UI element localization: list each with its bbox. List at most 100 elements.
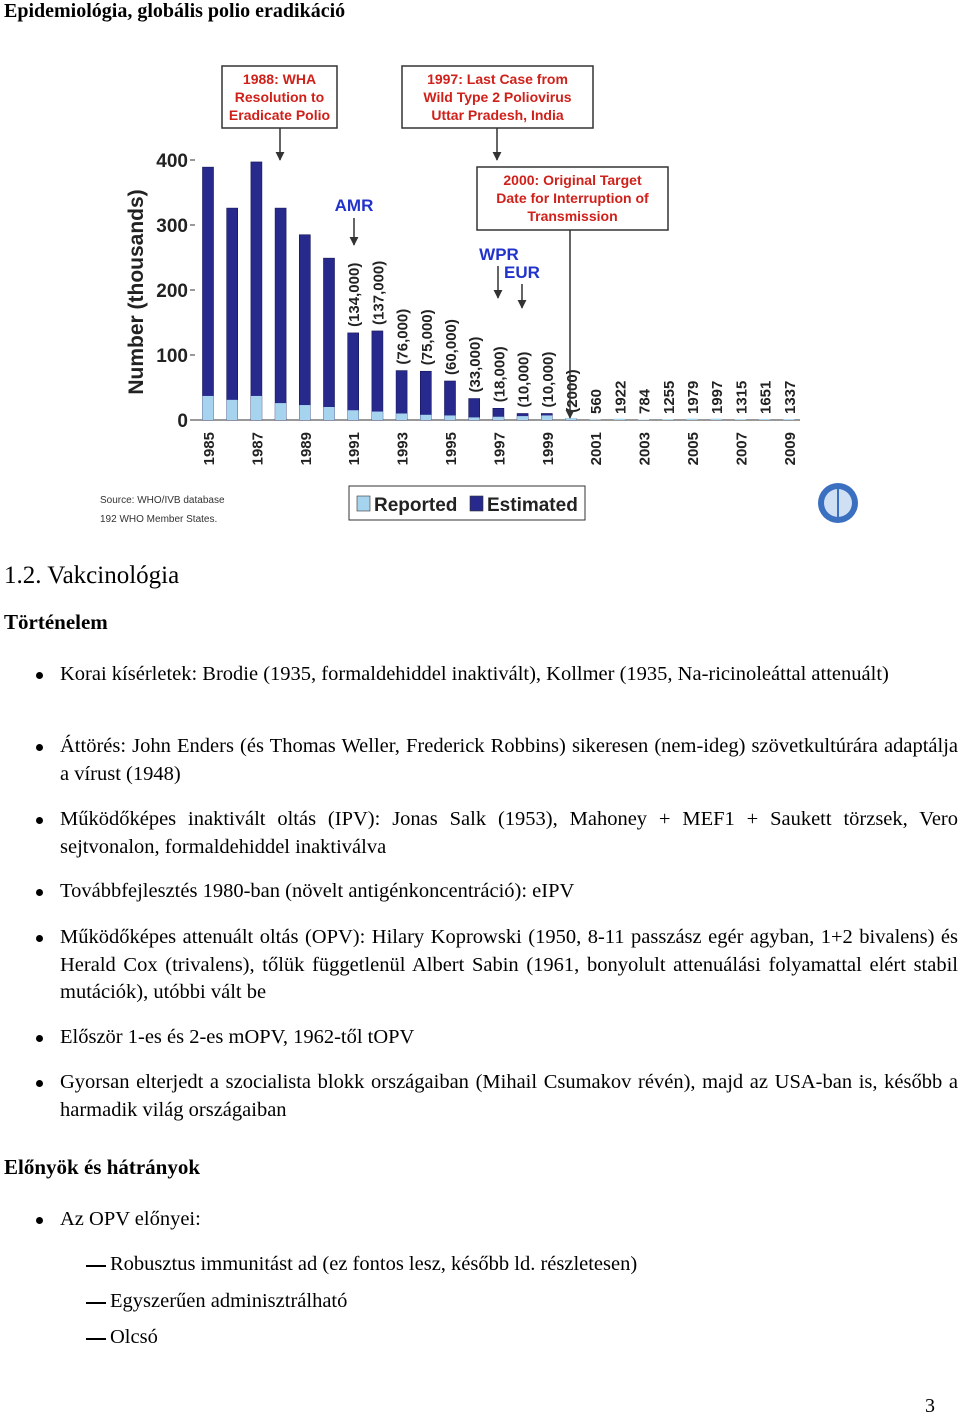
legend-label: Estimated	[487, 495, 578, 516]
annotation-text: EUR	[504, 263, 540, 282]
bar	[662, 419, 674, 420]
list-item: Először 1-es és 2-es mOPV, 1962-től tOPV	[60, 1026, 415, 1048]
bar	[444, 415, 456, 420]
bar	[420, 414, 432, 420]
sub-item: Olcsó	[110, 1326, 158, 1348]
legend-swatch	[356, 495, 371, 512]
value-label: (137,000)	[370, 261, 387, 325]
value-label: 1997	[709, 381, 726, 414]
source-note: 192 WHO Member States.	[100, 514, 217, 525]
bullet	[36, 744, 43, 751]
value-label: 1315	[733, 381, 750, 414]
bar	[347, 410, 359, 420]
y-tick-label: 300	[156, 216, 188, 237]
bar	[298, 234, 311, 421]
legend-swatch	[469, 495, 484, 512]
bar	[347, 332, 360, 421]
bullet	[36, 1035, 43, 1042]
bar	[299, 405, 311, 420]
x-tick-label: 2009	[782, 432, 799, 465]
value-label: 560	[588, 389, 605, 414]
list-item: Továbbfejlesztés 1980-ban (növelt antigé…	[60, 880, 575, 902]
list-item: Gyorsan elterjedt a szocialista blokk or…	[60, 1071, 958, 1121]
annotation-text: Uttar Pradesh, India	[431, 107, 563, 123]
y-tick-label: 100	[156, 346, 188, 367]
annotation-text: Date for Interruption of	[496, 190, 649, 206]
y-axis-label: Number (thousands)	[125, 189, 148, 394]
annotation-text: 1997: Last Case from	[427, 71, 568, 87]
y-tick-label: 200	[156, 281, 188, 302]
dash	[86, 1265, 106, 1267]
sub-item: Egyszerűen adminisztrálható	[110, 1290, 348, 1312]
bar	[783, 419, 795, 420]
subsection-title: Történelem	[4, 610, 108, 634]
x-tick-label: 2001	[588, 432, 605, 465]
x-tick-label: 1995	[443, 432, 460, 465]
value-label: 1651	[758, 381, 775, 414]
value-label: 784	[637, 388, 654, 414]
bar	[226, 207, 238, 421]
source-note: Source: WHO/IVB database	[100, 495, 225, 506]
bar	[613, 418, 625, 420]
legend: Reported Estimated	[348, 485, 586, 521]
annotation: AMR	[335, 196, 373, 246]
dash	[86, 1338, 106, 1340]
bullet	[36, 889, 43, 896]
list-item: Az OPV előnyei:	[60, 1208, 201, 1230]
annotation: 2000: Original Target Date for Interrupti…	[476, 166, 669, 419]
subsection-title: Előnyök és hátrányok	[4, 1155, 201, 1179]
annotation: 1988: WHA Resolution to Eradicate Polio	[221, 65, 338, 161]
annotation-text: Wild Type 2 Poliovirus	[423, 89, 571, 105]
bar	[323, 407, 335, 420]
annotation: EUR	[504, 263, 540, 309]
bar	[226, 399, 238, 420]
x-tick-label: 2005	[685, 432, 702, 465]
value-label: (76,000)	[395, 309, 412, 365]
bar	[759, 418, 771, 420]
bar	[202, 395, 214, 420]
x-tick-label: 1999	[540, 432, 557, 465]
bar	[444, 380, 456, 421]
x-tick-label: 2003	[637, 432, 654, 465]
annotation-text: Transmission	[527, 208, 617, 224]
page-header: Epidemiológia, globális polio eradikáció	[4, 0, 346, 22]
section-title: 1.2. Vakcinológia	[4, 562, 180, 589]
bullet	[36, 935, 43, 942]
annotation: 1997: Last Case from Wild Type 2 Poliovir…	[401, 65, 594, 161]
value-label: (75,000)	[419, 309, 436, 365]
value-label: 1255	[661, 381, 678, 414]
chart: 0 100 200 300 400 Number (thousands) (134,000)…	[100, 65, 858, 525]
x-tick-label: 2007	[733, 432, 750, 465]
bar	[202, 166, 214, 421]
bar	[638, 419, 650, 420]
value-label: 1979	[685, 381, 702, 414]
bar	[468, 417, 480, 420]
value-label: (134,000)	[346, 263, 363, 327]
annotation-text: Resolution to	[235, 89, 324, 105]
bar	[565, 418, 577, 420]
value-label: 1337	[782, 381, 799, 414]
bar	[371, 330, 384, 421]
value-label: (18,000)	[491, 346, 508, 402]
bar	[468, 398, 481, 421]
x-tick-label: 1991	[346, 432, 363, 465]
bullet	[36, 817, 43, 824]
bar	[250, 161, 263, 421]
legend-box	[348, 485, 586, 521]
value-label: (33,000)	[467, 337, 484, 393]
bar	[371, 411, 383, 420]
list-item: Működőképes inaktivált oltás (IPV): Jona…	[60, 808, 958, 858]
dash	[86, 1302, 106, 1304]
value-label: (2000)	[564, 369, 581, 412]
bullet	[36, 672, 43, 679]
y-tick-label: 400	[156, 151, 188, 172]
who-logo	[818, 483, 858, 523]
annotation-box	[401, 65, 594, 129]
bar	[275, 403, 287, 420]
bar	[395, 370, 408, 421]
value-label: (10,000)	[516, 352, 533, 408]
bar	[541, 415, 553, 420]
page-number: 3	[925, 1395, 935, 1417]
value-label: (60,000)	[443, 319, 460, 375]
